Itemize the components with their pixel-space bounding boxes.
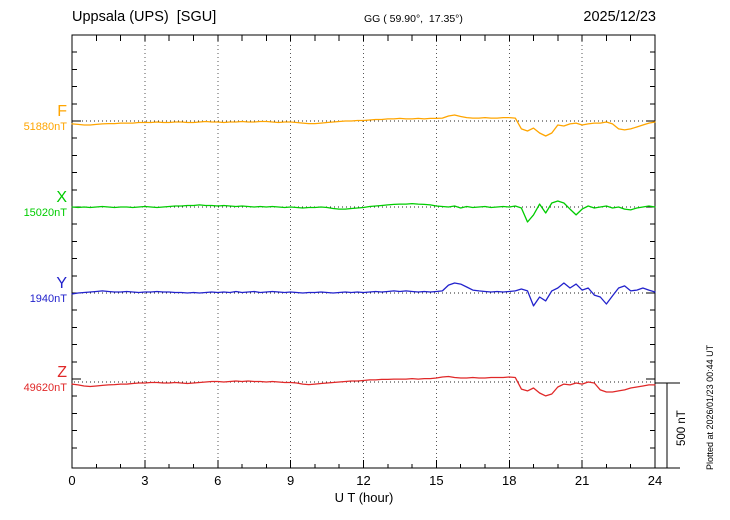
trace-f <box>71 114 656 137</box>
x-tick-label-21: 21 <box>574 473 590 488</box>
x-tick-label-0: 0 <box>68 473 76 488</box>
component-letter-y: Y <box>56 275 67 292</box>
x-axis-title: U T (hour) <box>334 490 394 505</box>
scale-bar-label: 500 nT <box>676 410 688 446</box>
trace-y <box>71 282 656 307</box>
x-tick-label-9: 9 <box>287 473 295 488</box>
component-baseline-y: 1940nT <box>29 293 67 305</box>
component-letter-x: X <box>56 189 67 206</box>
component-letter-z: Z <box>57 364 67 381</box>
x-tick-label-6: 6 <box>214 473 222 488</box>
trace-x <box>71 200 656 223</box>
component-baseline-x: 15020nT <box>23 207 67 219</box>
x-tick-label-3: 3 <box>141 473 149 488</box>
trace-label-f: F 51880nT <box>24 103 67 134</box>
plot-date: 2025/12/23 <box>583 9 656 25</box>
station-title: Uppsala (UPS) [SGU] <box>72 9 217 25</box>
component-letter-f: F <box>57 103 67 120</box>
x-tick-label-18: 18 <box>502 473 517 488</box>
trace-z <box>71 375 656 397</box>
geographic-coordinates: GG ( 59.90°, 17.35°) <box>364 13 463 25</box>
x-tick-label-24: 24 <box>647 473 663 488</box>
component-baseline-f: 51880nT <box>23 121 67 133</box>
trace-label-z: Z 49620nT <box>24 364 67 395</box>
x-tick-label-15: 15 <box>429 473 444 488</box>
trace-label-x: X 15020nT <box>24 189 67 220</box>
component-baseline-z: 49620nT <box>23 382 67 394</box>
trace-label-y: Y 1940nT <box>30 275 67 306</box>
x-tick-label-12: 12 <box>356 473 371 488</box>
plotted-timestamp-note: Plotted at 2026/01/23 00:44 UT <box>705 344 715 470</box>
